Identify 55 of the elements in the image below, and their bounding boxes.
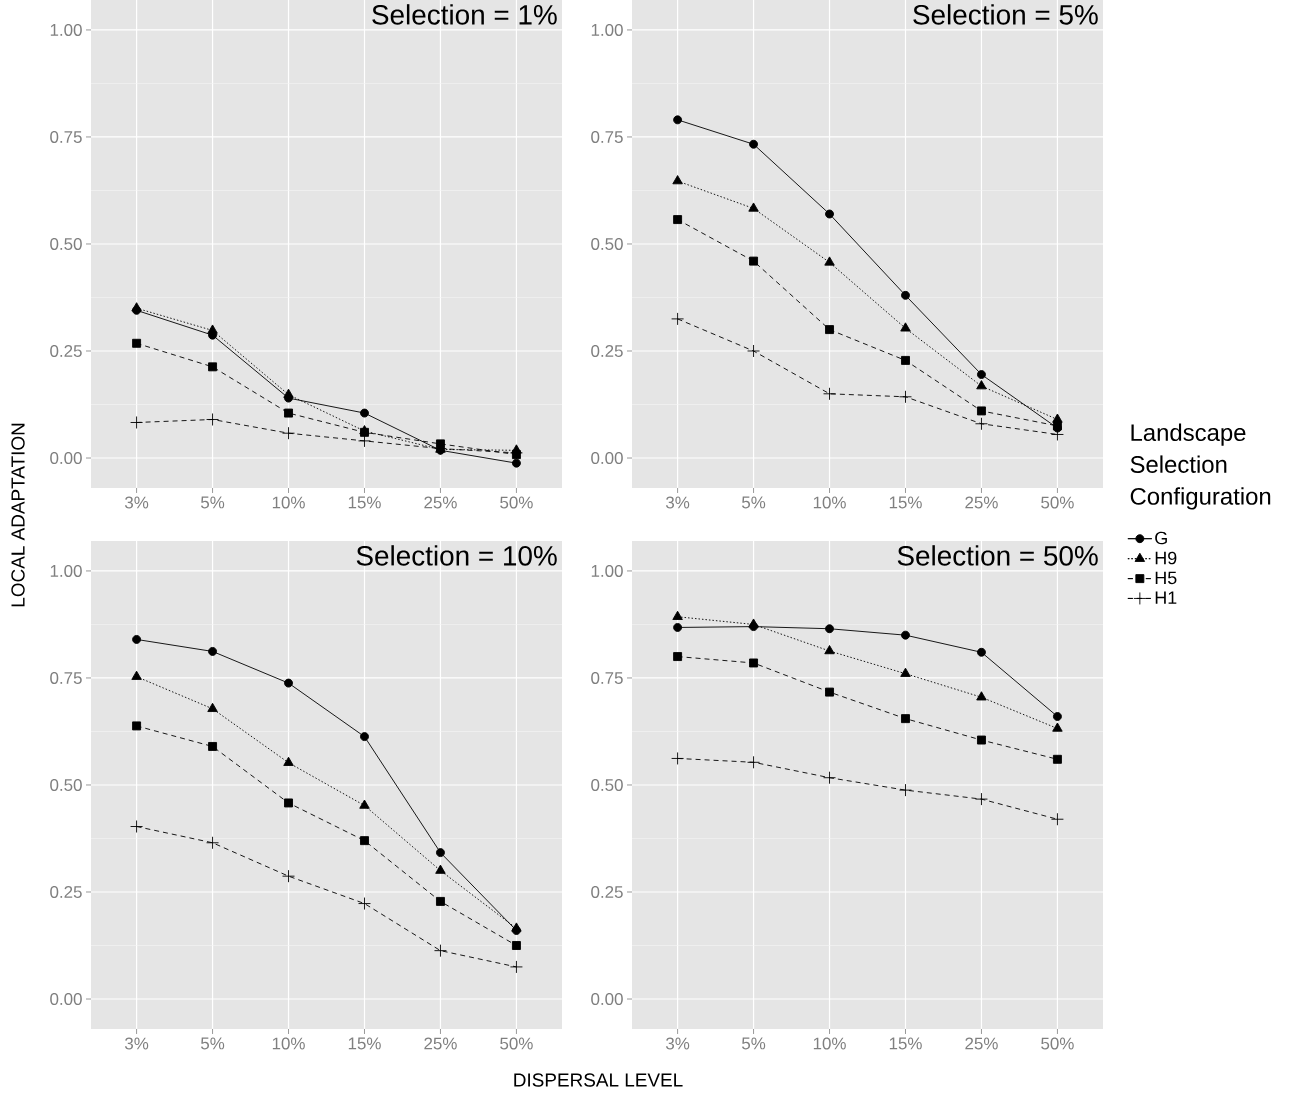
legend-label: G bbox=[1155, 531, 1167, 545]
x-tick-label: 15% bbox=[348, 1037, 381, 1050]
y-tick-label: 0.00 bbox=[50, 452, 82, 465]
x-tick-label: 25% bbox=[424, 1037, 457, 1050]
y-tick-label: 1.00 bbox=[591, 23, 623, 36]
x-tick-label: 10% bbox=[813, 1037, 846, 1050]
x-axis-title: DISPERSAL LEVEL bbox=[514, 1073, 683, 1087]
y-tick-label: 0.25 bbox=[591, 345, 623, 357]
y-tick-label: 0.50 bbox=[591, 237, 623, 250]
x-tick-label: 25% bbox=[965, 1037, 998, 1050]
x-tick-label: 3% bbox=[665, 1037, 690, 1050]
legend-title: Landscape Selection Configuration bbox=[1130, 423, 1271, 510]
x-tick-label: 3% bbox=[124, 496, 149, 509]
x-tick-label: 5% bbox=[741, 496, 766, 509]
chart-title: Selection = 10% bbox=[356, 545, 557, 566]
legend-label: H9 bbox=[1155, 551, 1177, 565]
x-tick-label: 50% bbox=[1041, 1037, 1074, 1050]
x-tick-label: 3% bbox=[665, 496, 690, 509]
x-tick-label: 5% bbox=[200, 1037, 225, 1050]
y-tick-label: 0.00 bbox=[591, 993, 623, 1006]
x-tick-label: 5% bbox=[741, 1037, 766, 1050]
chart-title: Selection = 1% bbox=[372, 4, 557, 25]
y-tick-label: 1.00 bbox=[50, 564, 82, 577]
legend-label: H5 bbox=[1155, 571, 1177, 585]
y-tick-label: 0.50 bbox=[591, 778, 623, 791]
y-tick-label: 0.75 bbox=[50, 130, 82, 143]
y-tick-label: 0.00 bbox=[50, 993, 82, 1006]
x-tick-label: 3% bbox=[124, 1037, 149, 1050]
x-tick-label: 10% bbox=[813, 496, 846, 509]
x-tick-label: 15% bbox=[889, 496, 922, 509]
x-tick-label: 50% bbox=[500, 1037, 533, 1050]
y-tick-label: 0.50 bbox=[50, 778, 82, 791]
y-tick-label: 0.75 bbox=[591, 130, 623, 143]
x-tick-label: 15% bbox=[889, 1037, 922, 1050]
legend-label: H1 bbox=[1155, 591, 1177, 604]
x-tick-label: 10% bbox=[272, 496, 305, 509]
x-tick-label: 25% bbox=[424, 496, 457, 509]
y-tick-label: 0.50 bbox=[50, 237, 82, 250]
y-axis-title: LOCAL ADAPTATION bbox=[11, 423, 25, 607]
x-tick-label: 10% bbox=[272, 1037, 305, 1050]
y-tick-label: 0.25 bbox=[50, 886, 82, 898]
x-tick-label: 50% bbox=[500, 496, 533, 509]
y-tick-label: 0.75 bbox=[50, 671, 82, 684]
y-tick-label: 1.00 bbox=[50, 23, 82, 36]
y-tick-label: 1.00 bbox=[591, 564, 623, 577]
y-tick-label: 0.00 bbox=[591, 452, 623, 465]
chart-title: Selection = 50% bbox=[897, 545, 1098, 566]
y-tick-label: 0.75 bbox=[591, 671, 623, 684]
x-tick-label: 25% bbox=[965, 496, 998, 509]
x-tick-label: 5% bbox=[200, 496, 225, 509]
chart-title: Selection = 5% bbox=[913, 4, 1098, 25]
x-tick-label: 15% bbox=[348, 496, 381, 509]
x-tick-label: 50% bbox=[1041, 496, 1074, 509]
y-tick-label: 0.25 bbox=[591, 886, 623, 898]
y-tick-label: 0.25 bbox=[50, 345, 82, 357]
